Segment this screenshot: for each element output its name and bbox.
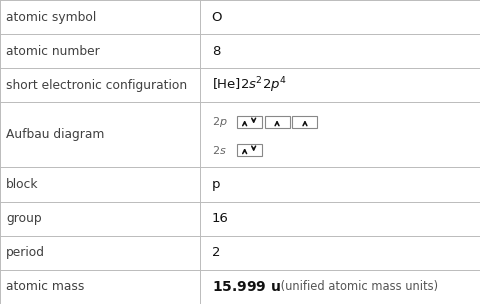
Text: $\mathrm{[He]2}s^2\mathrm{2}p^4$: $\mathrm{[He]2}s^2\mathrm{2}p^4$ [211, 76, 286, 95]
Text: block: block [6, 178, 39, 191]
Text: atomic mass: atomic mass [6, 280, 84, 293]
Text: O: O [211, 11, 222, 24]
Bar [236, 116, 261, 128]
Text: Aufbau diagram: Aufbau diagram [6, 128, 105, 141]
Text: $\mathbf{15.999\ u}$: $\mathbf{15.999\ u}$ [211, 280, 280, 294]
Text: $2p$: $2p$ [211, 115, 227, 129]
Text: 8: 8 [211, 45, 219, 58]
Text: period: period [6, 246, 45, 259]
Text: atomic symbol: atomic symbol [6, 11, 96, 24]
Text: 2: 2 [211, 246, 220, 259]
Bar [292, 116, 317, 128]
Bar [264, 116, 289, 128]
Text: short electronic configuration: short electronic configuration [6, 79, 187, 92]
Text: (unified atomic mass units): (unified atomic mass units) [276, 280, 437, 293]
Text: p: p [211, 178, 220, 191]
Text: atomic number: atomic number [6, 45, 100, 58]
Bar [236, 144, 261, 156]
Text: group: group [6, 212, 42, 225]
Text: $2s$: $2s$ [211, 144, 226, 156]
Text: 16: 16 [211, 212, 228, 225]
